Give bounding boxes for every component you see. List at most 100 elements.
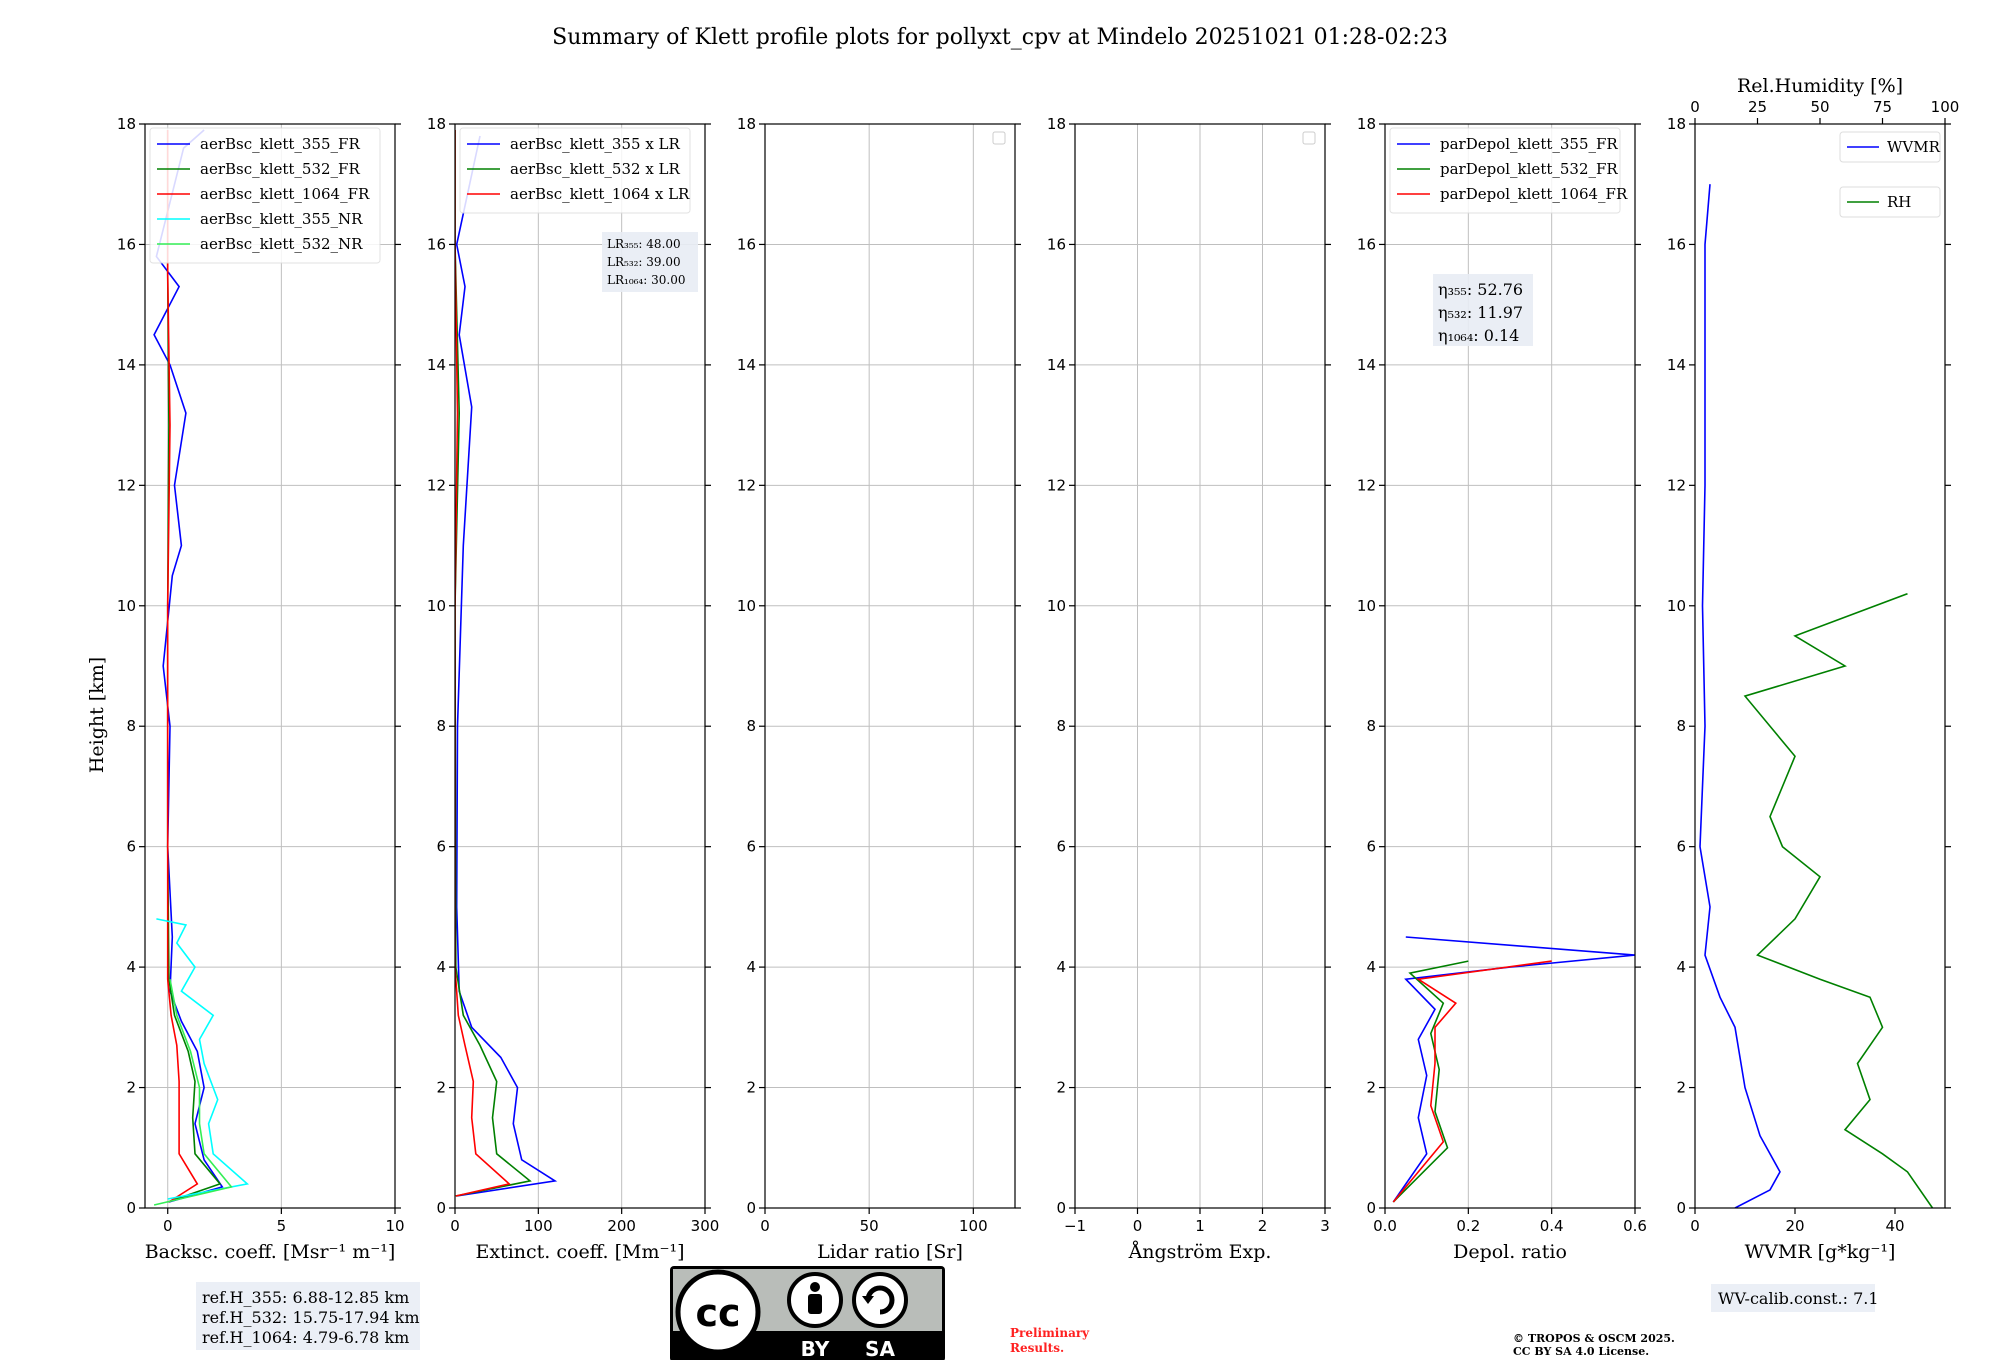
y-tick-label: 18: [117, 115, 136, 133]
legend-entry: RH: [1887, 193, 1911, 211]
y-tick-label: 10: [737, 597, 756, 615]
legend-entry: aerBsc_klett_532_FR: [200, 160, 360, 178]
x-tick-label: 40: [1885, 1217, 1904, 1235]
series-group: [1392, 936, 1635, 1203]
y-tick-label: 6: [1366, 838, 1376, 856]
series-line-backscatter-2: [166, 130, 199, 1203]
y-tick-label: 4: [1366, 958, 1376, 976]
ref-height-532: ref.H_532: 15.75-17.94 km: [202, 1308, 420, 1327]
legend-entry: aerBsc_klett_532 x LR: [510, 160, 681, 178]
x-tick-label: 0: [163, 1217, 173, 1235]
y-tick-label: 16: [427, 235, 446, 253]
ref-height-box: ref.H_355: 6.88-12.85 km ref.H_532: 15.7…: [196, 1282, 420, 1350]
series-line-depol-2: [1392, 960, 1552, 1203]
series-line-extinction-0: [455, 135, 558, 1197]
series-line-depol-1: [1392, 960, 1469, 1203]
y-tick-label: 8: [1676, 717, 1686, 735]
y-tick-label: 0: [1366, 1199, 1376, 1217]
series-line-backscatter-1: [166, 130, 222, 1203]
x-axis-label-wvmr: WVMR [g*kg⁻¹]: [1745, 1241, 1896, 1263]
legend-entry: aerBsc_klett_355_FR: [200, 135, 360, 153]
y-tick-label: 0: [1056, 1199, 1066, 1217]
y-tick-label: 18: [427, 115, 446, 133]
panel-extinction: 0 100 200 300 0 2 4 6 8 10 12 14 16 18 Extinct. coeff.…: [427, 115, 719, 1263]
eta-text: η₅₃₂: 11.97: [1438, 303, 1523, 322]
y-tick-label: 12: [1667, 476, 1686, 494]
empty-legend-box: [992, 131, 1006, 145]
cc-sa-text: SA: [865, 1337, 895, 1360]
y-tick-label: 4: [126, 958, 136, 976]
y-tick-label: 2: [1366, 1079, 1376, 1097]
y-tick-label: 4: [1676, 958, 1686, 976]
series-group: [455, 130, 558, 1197]
y-tick-label: 16: [1667, 235, 1686, 253]
y-tick-label: 18: [1357, 115, 1376, 133]
legend-depol: parDepol_klett_355_FR parDepol_klett_532_…: [1389, 127, 1628, 214]
ref-height-1064: ref.H_1064: 4.79-6.78 km: [202, 1328, 409, 1347]
y-tick-label: 14: [1357, 356, 1376, 374]
x-tick-label: −1: [1064, 1217, 1086, 1235]
y-tick-label: 10: [1667, 597, 1686, 615]
copyright-line-1: © TROPOS & OSCM 2025.: [1513, 1332, 1675, 1345]
x-tick-label: 10: [385, 1217, 404, 1235]
y-axis-label: Height [km]: [86, 657, 108, 773]
preliminary-line-1: Preliminary: [1010, 1326, 1090, 1340]
y-tick-label: 16: [117, 235, 136, 253]
x-tick-label: 3: [1320, 1217, 1330, 1235]
y-tick-label: 14: [427, 356, 446, 374]
panel-lidar-ratio: 0 50 100 0 2 4 6 8 10 12 14 16 18 Lidar ratio [Sr]: [737, 115, 1021, 1263]
x-tick-label: 0.4: [1540, 1217, 1564, 1235]
plot-frame: [1694, 123, 1946, 1209]
legend-entry: parDepol_klett_1064_FR: [1440, 185, 1628, 203]
y-tick-label: 4: [1056, 958, 1066, 976]
y-tick-label: 8: [126, 717, 136, 735]
x-tick-label: 100: [959, 1217, 988, 1235]
x-axis-label-backscatter: Backsc. coeff. [Msr⁻¹ m⁻¹]: [145, 1241, 396, 1263]
empty-legend-box: [1302, 131, 1316, 145]
figure-title: Summary of Klett profile plots for polly…: [552, 25, 1448, 50]
plot-frame: [764, 123, 1016, 1209]
x-axis-label-extinction: Extinct. coeff. [Mm⁻¹]: [475, 1241, 684, 1263]
plot-frame: [454, 123, 706, 1209]
x-tick-label: 0: [760, 1217, 770, 1235]
x-axis-label-lidar-ratio: Lidar ratio [Sr]: [817, 1241, 963, 1263]
legend-entry: parDepol_klett_532_FR: [1440, 160, 1618, 178]
wv-calib-box: WV-calib.const.: 7.1: [1711, 1284, 1879, 1312]
x-tick-label: 200: [607, 1217, 636, 1235]
y-tick-label: 14: [1667, 356, 1686, 374]
y-tick-label: 2: [1056, 1079, 1066, 1097]
series-line-extinction-1: [455, 130, 532, 1197]
legend-entry: WVMR: [1887, 138, 1941, 156]
series-line-depol-0: [1392, 936, 1635, 1203]
y-tick-label: 10: [427, 597, 446, 615]
y-tick-label: 2: [746, 1079, 756, 1097]
y-tick-label: 2: [1676, 1079, 1686, 1097]
wv-calib-text: WV-calib.const.: 7.1: [1718, 1289, 1879, 1308]
y-tick-label: 16: [1357, 235, 1376, 253]
svg-text:cc: cc: [695, 1291, 740, 1335]
y-tick-label: 8: [1366, 717, 1376, 735]
y-tick-label: 14: [737, 356, 756, 374]
x-tick-label: 300: [691, 1217, 720, 1235]
legend-extinction: aerBsc_klett_355 x LR aerBsc_klett_532 x …: [459, 127, 691, 214]
lidar-ratio-text: LR₃₅₅: 48.00: [607, 237, 681, 251]
preliminary-line-2: Results.: [1010, 1341, 1064, 1355]
series-line-backscatter-0: [153, 129, 224, 1203]
top-tick-label: 50: [1810, 98, 1829, 116]
eta-box: η₃₅₅: 52.76 η₅₃₂: 11.97 η₁₀₆₄: 0.14: [1433, 274, 1533, 346]
y-tick-label: 12: [427, 476, 446, 494]
panel-backscatter: 0 5 10 0 2 4 6 8 10 12 14 16 18 Backsc. coeff. [Msr⁻¹…: [117, 115, 405, 1263]
y-tick-label: 6: [746, 838, 756, 856]
y-tick-label: 4: [436, 958, 446, 976]
y-tick-label: 16: [737, 235, 756, 253]
y-tick-label: 10: [117, 597, 136, 615]
legend-entry: parDepol_klett_355_FR: [1440, 135, 1618, 153]
eta-text: η₁₀₆₄: 0.14: [1438, 326, 1519, 345]
x-tick-label: 100: [524, 1217, 553, 1235]
x-tick-label: 0: [1690, 1217, 1700, 1235]
plot-frame: [1384, 123, 1636, 1209]
top-tick-label: 25: [1748, 98, 1767, 116]
legend-backscatter: aerBsc_klett_355_FR aerBsc_klett_532_FRae…: [149, 127, 381, 264]
